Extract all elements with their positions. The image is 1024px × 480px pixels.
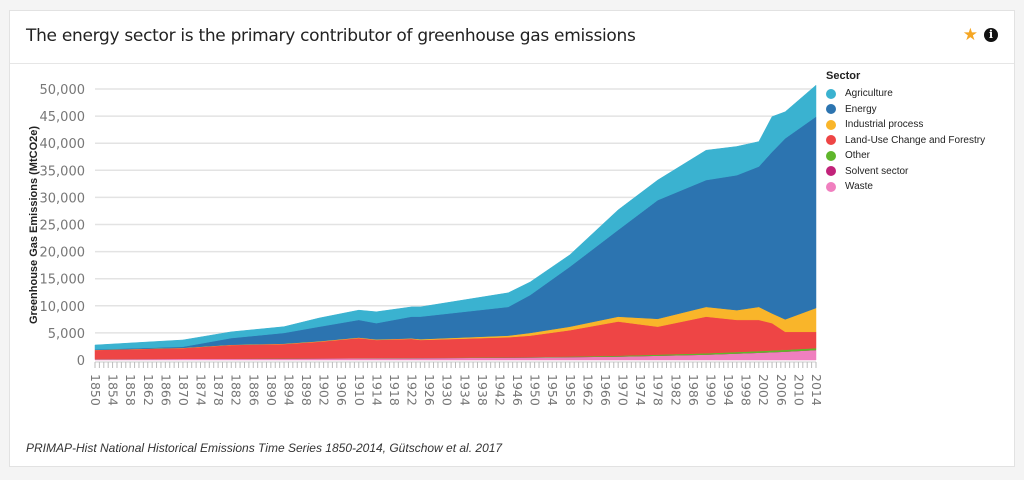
chart-title: The energy sector is the primary contrib… — [26, 26, 636, 46]
x-tick-label: 1866 — [158, 374, 173, 406]
x-tick-label: 1886 — [246, 374, 261, 406]
x-tick-label: 1882 — [229, 374, 244, 406]
x-tick-label: 1998 — [739, 374, 754, 406]
area-agriculture — [94, 84, 817, 350]
x-tick-label: 1982 — [668, 374, 683, 406]
x-tick-label: 1946 — [510, 374, 525, 406]
y-tick-label: 10,000 — [40, 300, 86, 315]
y-tick-label: 35,000 — [40, 164, 86, 179]
x-tick-label: 1970 — [616, 374, 631, 406]
legend-title: Sector — [826, 70, 861, 82]
x-tick-label: 1922 — [405, 374, 420, 406]
x-tick-label: 1930 — [440, 374, 455, 406]
legend-swatch — [826, 88, 836, 99]
x-tick-label: 1914 — [369, 374, 384, 406]
legend-swatch — [826, 166, 836, 177]
x-tick-label: 1974 — [633, 374, 648, 406]
x-tick-label: 2014 — [809, 374, 824, 406]
x-tick-label: 1854 — [106, 374, 121, 406]
x-tick-label: 1954 — [545, 374, 560, 406]
x-tick-label: 1942 — [492, 374, 507, 406]
legend-label: Land-Use Change and Forestry — [845, 134, 986, 146]
legend-label: Waste — [845, 181, 873, 193]
x-tick-label: 1894 — [281, 374, 296, 406]
legend-item[interactable]: Agriculture — [826, 86, 985, 102]
legend-item[interactable]: Energy — [826, 102, 985, 118]
legend-swatch — [826, 119, 836, 130]
legend-label: Agriculture — [845, 88, 893, 100]
y-tick-label: 40,000 — [40, 137, 86, 152]
y-tick-label: 45,000 — [40, 110, 86, 125]
card-header: The energy sector is the primary contrib… — [10, 11, 1014, 64]
chart-card: The energy sector is the primary contrib… — [9, 10, 1015, 467]
y-tick-label: 50,000 — [40, 83, 86, 98]
legend-swatch — [826, 150, 836, 161]
x-tick-label: 2006 — [774, 374, 789, 406]
x-tick-label: 1934 — [457, 374, 472, 406]
x-tick-label: 1962 — [580, 374, 595, 406]
y-axis-label: Greenhouse Gas Emissions (MtCO2e) — [28, 126, 40, 324]
legend-item[interactable]: Industrial process — [826, 117, 985, 133]
x-tick-label: 1878 — [211, 374, 226, 406]
info-icon[interactable]: i — [984, 28, 998, 42]
x-tick-label: 1902 — [317, 374, 332, 406]
y-tick-label: 5,000 — [48, 327, 85, 342]
legend-label: Other — [845, 150, 871, 162]
x-tick-label: 1958 — [563, 374, 578, 406]
x-tick-label: 1966 — [598, 374, 613, 406]
x-tick-label: 1874 — [194, 374, 209, 406]
legend-label: Solvent sector — [845, 165, 909, 177]
x-tick-label: 1986 — [686, 374, 701, 406]
x-tick-label: 1926 — [422, 374, 437, 406]
legend-swatch — [826, 104, 836, 115]
x-tick-label: 1990 — [703, 374, 718, 406]
legend-swatch — [826, 181, 836, 192]
x-tick-label: 1938 — [475, 374, 490, 406]
legend-label: Energy — [845, 103, 877, 115]
x-tick-label: 1906 — [334, 374, 349, 406]
y-tick-label: 0 — [77, 354, 85, 369]
legend-label: Industrial process — [845, 119, 924, 131]
x-tick-label: 1850 — [88, 374, 103, 406]
legend-item[interactable]: Solvent sector — [826, 164, 985, 180]
x-tick-label: 1898 — [299, 374, 314, 406]
x-tick-label: 1858 — [123, 374, 138, 406]
star-icon[interactable]: ★ — [962, 25, 978, 44]
x-tick-label: 2002 — [756, 374, 771, 406]
x-tick-label: 1910 — [352, 374, 367, 406]
x-tick-label: 1870 — [176, 374, 191, 406]
legend-item[interactable]: Other — [826, 148, 985, 164]
legend-swatch — [826, 135, 836, 146]
x-tick-label: 2010 — [791, 374, 806, 406]
x-tick-label: 1862 — [141, 374, 156, 406]
x-tick-label: 1918 — [387, 374, 402, 406]
y-tick-label: 25,000 — [40, 219, 86, 234]
x-tick-label: 1950 — [528, 374, 543, 406]
y-tick-label: 30,000 — [40, 191, 86, 206]
y-tick-label: 15,000 — [40, 273, 86, 288]
legend: Sector Agriculture Energy Industrial proce… — [826, 70, 985, 195]
x-tick-label: 1890 — [264, 374, 279, 406]
source-note: PRIMAP-Hist National Historical Emission… — [26, 441, 503, 455]
y-tick-label: 20,000 — [40, 246, 86, 261]
x-tick-label: 1994 — [721, 374, 736, 406]
legend-item[interactable]: Waste — [826, 179, 985, 195]
x-tick-label: 1978 — [651, 374, 666, 406]
legend-item[interactable]: Land-Use Change and Forestry — [826, 133, 985, 149]
